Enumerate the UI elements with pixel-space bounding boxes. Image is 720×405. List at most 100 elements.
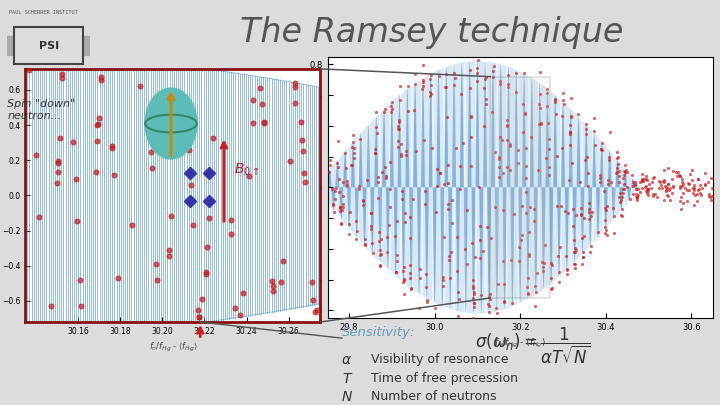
- Point: [382, 233, 393, 240]
- Point: [484, 303, 495, 309]
- Point: [585, 243, 596, 249]
- Point: [493, 173, 505, 180]
- Point: [392, 144, 404, 150]
- Point: [30, 151, 42, 158]
- Point: [537, 268, 549, 274]
- Point: [395, 153, 407, 159]
- Point: [375, 251, 387, 257]
- Text: N: N: [342, 390, 352, 404]
- Point: [343, 221, 355, 227]
- Text: PAUL SCHERRER INSTITUT: PAUL SCHERRER INSTITUT: [9, 10, 77, 15]
- Point: [359, 241, 370, 247]
- Point: [440, 84, 451, 90]
- Point: [693, 176, 704, 183]
- Point: [431, 209, 442, 215]
- Point: [438, 234, 449, 241]
- Point: [558, 100, 570, 107]
- Point: [458, 140, 469, 146]
- Point: [348, 145, 359, 151]
- Point: [446, 196, 458, 203]
- Point: [685, 171, 696, 177]
- Point: [575, 179, 586, 185]
- Point: [631, 194, 642, 200]
- Point: [96, 77, 107, 83]
- Point: [629, 179, 640, 185]
- Point: [561, 271, 572, 277]
- Point: [384, 186, 395, 192]
- Point: [596, 140, 608, 147]
- Point: [451, 234, 462, 241]
- Point: [289, 100, 300, 106]
- Point: [556, 144, 567, 151]
- Point: [353, 183, 364, 190]
- Point: [377, 168, 388, 175]
- Point: [385, 109, 397, 115]
- Point: [256, 101, 267, 107]
- Point: [696, 192, 707, 198]
- Point: [186, 197, 197, 204]
- Point: [335, 204, 346, 211]
- Point: [676, 176, 688, 183]
- Point: [695, 182, 706, 189]
- Point: [471, 65, 482, 71]
- Point: [299, 169, 310, 176]
- Point: [588, 128, 600, 134]
- Point: [674, 183, 685, 190]
- Point: [493, 164, 505, 170]
- Point: [602, 181, 613, 188]
- Point: [258, 119, 269, 126]
- Point: [452, 288, 464, 295]
- Point: [92, 121, 104, 128]
- Point: [505, 256, 517, 263]
- Point: [583, 206, 595, 213]
- Point: [627, 178, 639, 185]
- Point: [441, 114, 453, 120]
- Point: [450, 145, 462, 151]
- Point: [578, 233, 590, 239]
- Point: [267, 288, 279, 294]
- Point: [706, 193, 718, 199]
- Point: [331, 160, 343, 166]
- Point: [369, 146, 381, 152]
- Point: [469, 300, 480, 307]
- Point: [504, 143, 516, 149]
- Point: [552, 253, 564, 259]
- Point: [74, 276, 86, 283]
- Point: [53, 158, 64, 164]
- Point: [546, 286, 557, 292]
- Point: [641, 190, 652, 196]
- Point: [247, 120, 258, 126]
- Point: [619, 162, 631, 168]
- Point: [588, 115, 600, 121]
- Point: [613, 173, 625, 179]
- Text: Time of free precession: Time of free precession: [371, 372, 518, 385]
- Point: [56, 75, 68, 81]
- Text: $B_{0\uparrow}$: $B_{0\uparrow}$: [234, 162, 260, 178]
- Point: [341, 183, 353, 190]
- Point: [633, 192, 644, 198]
- Point: [384, 203, 395, 210]
- Point: [431, 183, 442, 189]
- Point: [33, 214, 45, 221]
- Point: [535, 120, 546, 127]
- Point: [549, 96, 561, 103]
- Point: [225, 217, 237, 223]
- Point: [564, 129, 576, 135]
- Point: [369, 150, 381, 156]
- Point: [621, 166, 632, 173]
- Point: [658, 166, 670, 173]
- Point: [163, 253, 174, 259]
- Point: [399, 219, 410, 226]
- Point: [656, 182, 667, 188]
- Point: [651, 194, 662, 200]
- Point: [513, 244, 525, 251]
- Point: [577, 248, 588, 255]
- Point: [151, 277, 163, 283]
- Point: [585, 249, 596, 256]
- Point: [561, 253, 572, 259]
- Point: [307, 296, 319, 303]
- Bar: [14, 27, 84, 64]
- Point: [569, 264, 580, 271]
- Point: [332, 138, 343, 145]
- Point: [530, 303, 541, 309]
